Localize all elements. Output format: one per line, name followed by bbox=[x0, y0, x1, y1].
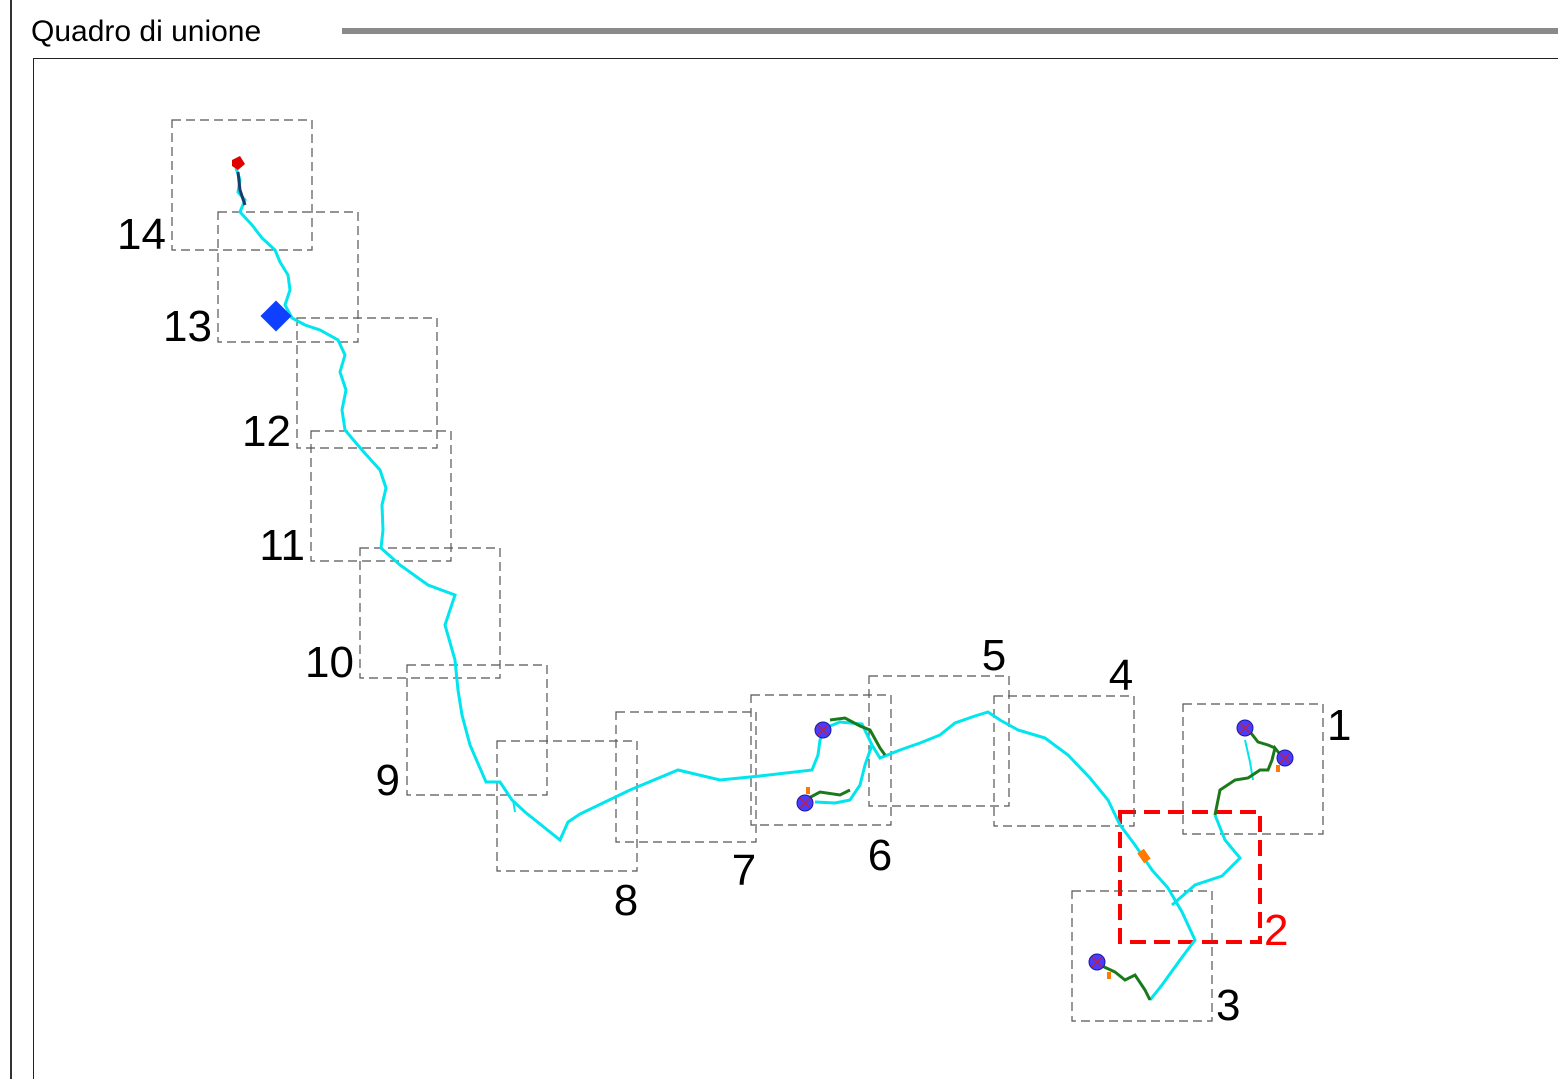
orange-tick-1 bbox=[1276, 765, 1280, 772]
green-line-1 bbox=[1213, 744, 1285, 816]
tile-11[interactable] bbox=[310, 430, 452, 562]
node-icon bbox=[1088, 953, 1106, 971]
panel-title: Quadro di unione bbox=[31, 15, 262, 48]
green-line-6 bbox=[236, 171, 247, 206]
tile-4[interactable] bbox=[993, 695, 1135, 827]
green-line-5 bbox=[1099, 963, 1152, 1001]
tile-label-3: 3 bbox=[1216, 981, 1240, 1030]
tile-label-10: 10 bbox=[305, 638, 354, 687]
map-frame bbox=[33, 58, 1558, 1079]
spur-route-2 bbox=[512, 799, 516, 813]
node-icon bbox=[814, 721, 832, 739]
tile-1[interactable] bbox=[1182, 703, 1324, 835]
tile-3[interactable] bbox=[1071, 890, 1213, 1022]
tile-label-14: 14 bbox=[117, 210, 166, 259]
tile-label-6: 6 bbox=[868, 831, 892, 880]
blue-diamond-marker bbox=[260, 300, 292, 332]
tile-label-8: 8 bbox=[614, 876, 638, 925]
tile-label-9: 9 bbox=[376, 756, 400, 805]
route-layer bbox=[234, 167, 1254, 1001]
markers-layer bbox=[232, 156, 1294, 979]
red-end-marker bbox=[232, 156, 245, 170]
node-icon bbox=[1276, 749, 1294, 767]
tile-label-12: 12 bbox=[242, 407, 291, 456]
main-route bbox=[234, 167, 1197, 1001]
tile-6[interactable] bbox=[750, 694, 892, 826]
green-line-4 bbox=[804, 788, 851, 802]
orange-tick-2 bbox=[1107, 972, 1111, 979]
green-line-3 bbox=[829, 716, 887, 756]
node-icon bbox=[1236, 719, 1254, 737]
tile-12[interactable] bbox=[296, 317, 438, 449]
tile-13[interactable] bbox=[217, 211, 359, 343]
tile-label-7: 7 bbox=[732, 846, 756, 895]
left-edge-line bbox=[10, 0, 12, 1079]
tile-2-active[interactable] bbox=[1118, 810, 1262, 944]
orange-tick-3 bbox=[806, 787, 810, 794]
tile-label-5: 5 bbox=[982, 631, 1006, 680]
panel-header: Quadro di unione bbox=[0, 0, 1558, 60]
branch-route-6 bbox=[814, 744, 874, 805]
tile-9[interactable] bbox=[406, 664, 548, 796]
tile-14[interactable] bbox=[171, 119, 313, 251]
tile-label-1: 1 bbox=[1327, 701, 1351, 750]
tile-10[interactable] bbox=[359, 547, 501, 679]
secondary-network bbox=[236, 171, 1285, 1001]
green-line-2 bbox=[1245, 727, 1276, 750]
tile-5[interactable] bbox=[868, 675, 1010, 807]
tile-label-11: 11 bbox=[259, 521, 305, 570]
node-icon bbox=[796, 794, 814, 812]
branch-route bbox=[1171, 814, 1243, 907]
tile-label-2: 2 bbox=[1264, 906, 1288, 955]
tile-label-13: 13 bbox=[163, 302, 212, 351]
tile-8[interactable] bbox=[496, 740, 638, 872]
title-divider bbox=[342, 28, 1558, 34]
orange-marker bbox=[1137, 848, 1151, 864]
tile-label-4: 4 bbox=[1109, 651, 1133, 700]
